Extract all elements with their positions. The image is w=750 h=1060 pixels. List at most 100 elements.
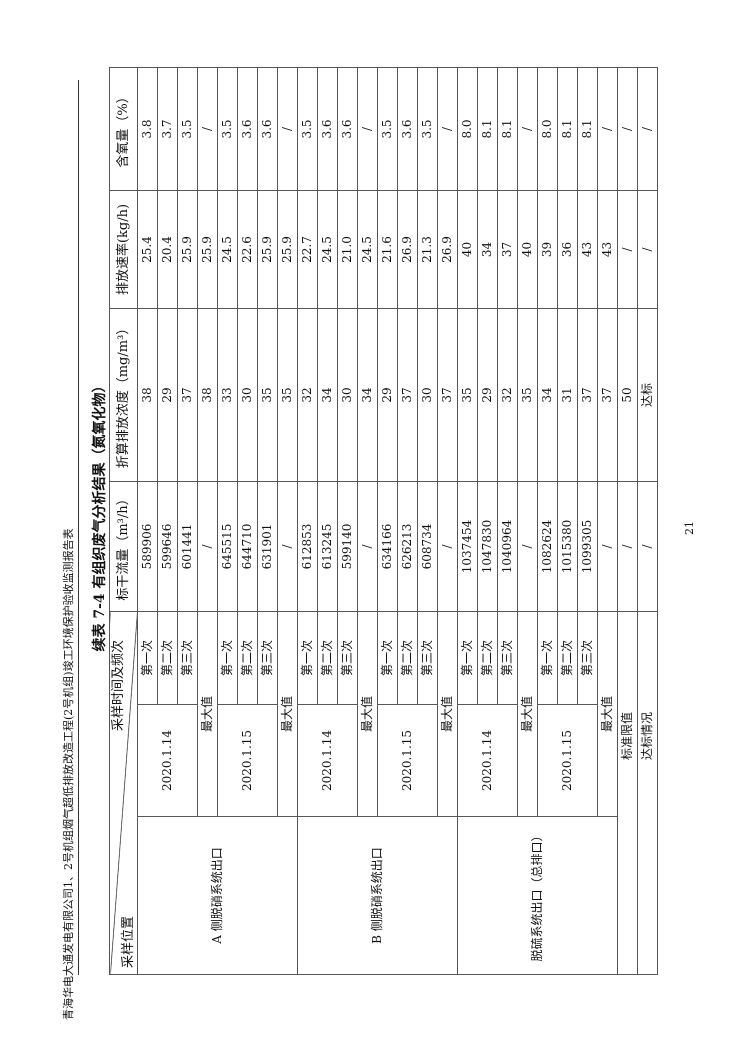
header-row: 采样位置 采样时间及频次 标干流量（m³/h） 折算排放浓度（mg/m³） 排放…	[109, 67, 138, 975]
concentration-cell: 32	[497, 308, 518, 482]
oxygen-cell: 8.1	[497, 67, 518, 191]
footer-label-cell: 标准限值	[617, 611, 638, 975]
flow-cell: /	[597, 481, 618, 612]
concentration-cell: 达标	[637, 308, 658, 482]
flow-cell: /	[617, 481, 638, 612]
rate-cell: /	[637, 190, 658, 309]
oxygen-cell: /	[197, 67, 218, 191]
frequency-cell: 第三次	[577, 611, 598, 705]
frequency-cell: 第三次	[417, 611, 438, 705]
rate-cell: 40	[457, 190, 478, 309]
table-row: A 侧脱硝系统出口 2020.1.14 第一次 589906 38 25.4 3.8	[137, 67, 298, 975]
concentration-cell: 30	[417, 308, 438, 482]
rate-cell: 26.9	[397, 190, 418, 309]
rate-cell: 26.9	[437, 190, 458, 309]
oxygen-cell: 3.5	[377, 67, 398, 191]
oxygen-cell: 8.0	[537, 67, 558, 191]
flow-cell: 1047830	[477, 481, 498, 612]
oxygen-cell: /	[277, 67, 298, 191]
rate-cell: 39	[537, 190, 558, 309]
rate-cell: 20.4	[157, 190, 178, 309]
concentration-cell: 29	[157, 308, 178, 482]
rate-cell: 37	[497, 190, 518, 309]
nox-results-table: 采样位置 采样时间及频次 标干流量（m³/h） 折算排放浓度（mg/m³） 排放…	[109, 67, 658, 975]
oxygen-cell: 3.7	[157, 67, 178, 191]
header-time-freq: 采样时间及频次	[111, 639, 126, 731]
compliance-row: 达标情况 / 达标 / /	[637, 67, 658, 975]
frequency-cell: 第二次	[237, 611, 258, 705]
oxygen-cell: /	[437, 67, 458, 191]
rate-cell: 40	[517, 190, 538, 309]
concentration-cell: 35	[517, 308, 538, 482]
concentration-cell: 37	[597, 308, 618, 482]
flow-cell: 1099305	[577, 481, 598, 612]
oxygen-cell: 3.5	[417, 67, 438, 191]
max-label-cell: 最大值	[357, 611, 378, 817]
header-location: 采样位置	[121, 915, 136, 968]
flow-cell: 599646	[157, 481, 178, 612]
flow-cell: 644710	[237, 481, 258, 612]
rate-cell: 43	[577, 190, 598, 309]
oxygen-cell: /	[597, 67, 618, 191]
frequency-cell: 第二次	[477, 611, 498, 705]
date-cell: 2020.1.14	[457, 704, 518, 817]
location-cell: A 侧脱硝系统出口	[137, 816, 298, 975]
concentration-cell: 35	[277, 308, 298, 482]
frequency-cell: 第二次	[557, 611, 578, 705]
oxygen-cell: 3.8	[137, 67, 158, 191]
table-row: B 侧脱硝系统出口 2020.1.14 第一次 612853 32 22.7 3.5	[297, 67, 458, 975]
max-label-cell: 最大值	[517, 611, 538, 817]
date-cell: 2020.1.14	[137, 704, 198, 817]
concentration-cell: 29	[377, 308, 398, 482]
flow-cell: /	[277, 481, 298, 612]
oxygen-cell: /	[517, 67, 538, 191]
flow-cell: 608734	[417, 481, 438, 612]
flow-cell: 589906	[137, 481, 158, 612]
standard-limit-row: 标准限值/50//	[617, 67, 638, 975]
rate-cell: 21.6	[377, 190, 398, 309]
oxygen-cell: 8.0	[457, 67, 478, 191]
concentration-cell: 34	[317, 308, 338, 482]
flow-cell: 645515	[217, 481, 238, 612]
max-label-cell: 最大值	[597, 611, 618, 817]
header-flow: 标干流量（m³/h）	[109, 481, 138, 612]
concentration-cell: 33	[217, 308, 238, 482]
frequency-cell: 第一次	[377, 611, 398, 705]
date-cell: 2020.1.14	[297, 704, 358, 817]
max-label-cell: 最大值	[277, 611, 298, 817]
flow-cell: 631901	[257, 481, 278, 612]
location-cell: 脱硫系统出口（总排口）	[457, 816, 618, 975]
frequency-cell: 第二次	[397, 611, 418, 705]
rate-cell: 36	[557, 190, 578, 309]
rate-cell: 34	[477, 190, 498, 309]
flow-cell: /	[637, 481, 658, 612]
concentration-cell: 38	[137, 308, 158, 482]
concentration-cell: 35	[257, 308, 278, 482]
oxygen-cell: 8.1	[557, 67, 578, 191]
header-oxygen: 含氧量（%）	[109, 67, 138, 191]
flow-cell: 626213	[397, 481, 418, 612]
rate-cell: 21.3	[417, 190, 438, 309]
rate-cell: 22.7	[297, 190, 318, 309]
oxygen-cell: /	[357, 67, 378, 191]
concentration-cell: 37	[437, 308, 458, 482]
concentration-cell: 31	[557, 308, 578, 482]
oxygen-cell: 8.1	[577, 67, 598, 191]
oxygen-cell: 3.6	[397, 67, 418, 191]
flow-cell: /	[197, 481, 218, 612]
frequency-cell: 第三次	[337, 611, 358, 705]
header-concentration: 折算排放浓度（mg/m³）	[109, 308, 138, 482]
flow-cell: 1040964	[497, 481, 518, 612]
oxygen-cell: 3.6	[237, 67, 258, 191]
rate-cell: 22.6	[237, 190, 258, 309]
rate-cell: /	[617, 190, 638, 309]
max-label-cell: 最大值	[197, 611, 218, 817]
flow-cell: /	[517, 481, 538, 612]
oxygen-cell: 3.5	[297, 67, 318, 191]
rate-cell: 25.9	[197, 190, 218, 309]
flow-cell: /	[437, 481, 458, 612]
flow-cell: 1015380	[557, 481, 578, 612]
frequency-cell: 第一次	[537, 611, 558, 705]
oxygen-cell: /	[637, 67, 658, 191]
flow-cell: 599140	[337, 481, 358, 612]
